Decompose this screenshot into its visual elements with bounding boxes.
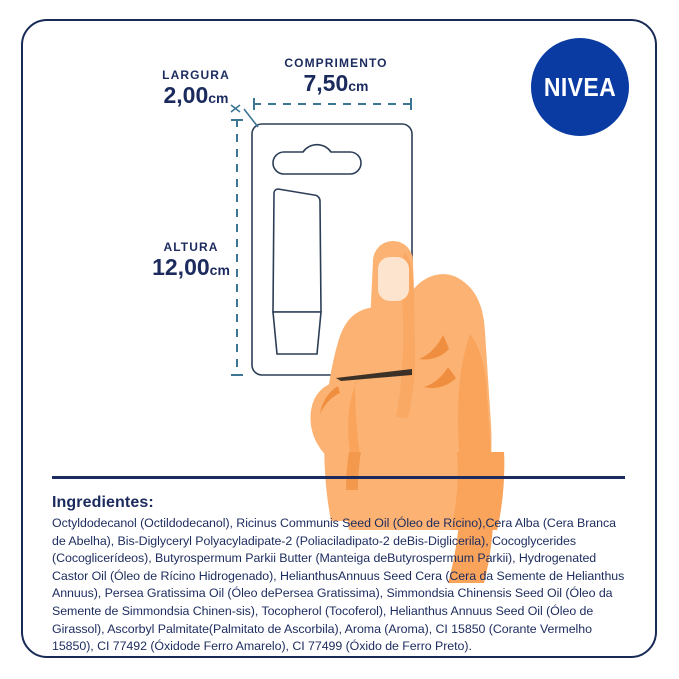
section-divider	[52, 476, 625, 479]
thumb-crease	[320, 386, 340, 414]
product-tube-body	[272, 188, 322, 313]
dim-cap-right	[410, 98, 412, 110]
dimension-caption-comprimento: COMPRIMENTO	[284, 56, 388, 70]
dimension-label-largura: LARGURA 2,00cm	[140, 68, 252, 107]
dimension-label-comprimento: COMPRIMENTO 7,50cm	[256, 56, 416, 95]
altura-dimension-line	[231, 119, 243, 376]
knuckle-crease-lower	[424, 367, 456, 388]
dimension-value-largura: 2,00cm	[163, 82, 229, 108]
knuckle-crease-upper	[419, 335, 449, 360]
dim-cap-top	[231, 119, 243, 121]
ingredients-heading: Ingredientes:	[52, 494, 154, 511]
thumb-shadow	[348, 381, 361, 465]
dimension-caption-altura: ALTURA	[163, 240, 219, 254]
index-finger-shading	[396, 252, 416, 418]
dimension-value-altura: 12,00cm	[152, 254, 230, 280]
dimension-label-altura: ALTURA 12,00cm	[130, 240, 252, 279]
dimension-value-comprimento: 7,50cm	[303, 70, 369, 96]
hang-hole	[272, 143, 362, 175]
dimension-unit-comprimento: cm	[348, 78, 369, 94]
dim-cap-bottom	[231, 374, 243, 376]
dimension-unit-altura: cm	[209, 262, 230, 278]
nivea-logo: NIVEA	[531, 38, 629, 136]
largura-leader-line	[230, 104, 259, 128]
card-edge-over-hand	[336, 369, 412, 381]
product-tube-cap	[272, 311, 322, 355]
fingernail	[378, 257, 409, 301]
hand-lower-shadow	[451, 452, 505, 530]
nivea-wordmark: NIVEA	[543, 71, 617, 101]
ingredients-section: Ingredientes: Octyldodecanol (Octildodec…	[52, 494, 630, 656]
dim-cap-left	[253, 98, 255, 110]
dimension-caption-largura: LARGURA	[162, 68, 230, 82]
comprimento-dimension-line	[253, 98, 412, 110]
dimension-unit-largura: cm	[208, 90, 229, 106]
wrist-edge-shadow	[346, 452, 361, 490]
hand-illustration	[310, 241, 505, 583]
ingredients-body: Octyldodecanol (Octildodecanol), Ricinus…	[52, 516, 625, 654]
